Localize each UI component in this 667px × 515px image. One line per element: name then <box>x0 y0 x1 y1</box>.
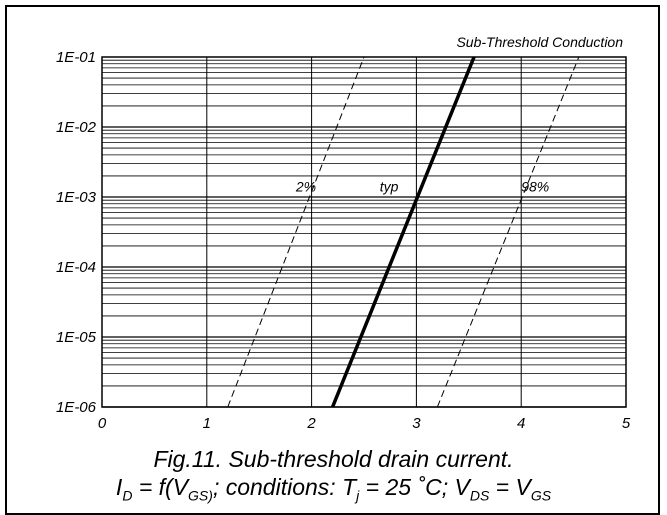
series-line-typ <box>330 56 476 408</box>
caption-part: ; conditions: T <box>212 474 357 500</box>
chart-series: 2% typ 98% <box>227 56 580 408</box>
x-tick-label: 0 <box>98 415 107 432</box>
chart: 2% typ 98% 0 1 2 3 4 5 1E-06 1E-05 1E-04 1E-03 1E-02… <box>56 34 631 432</box>
series-line-2pct <box>227 56 365 408</box>
series-label-typ: typ <box>380 178 399 194</box>
caption-sub: GS) <box>188 487 213 504</box>
series-label-98pct: 98% <box>521 178 549 194</box>
y-tick-label: 1E-03 <box>56 189 97 206</box>
y-tick-label: 1E-01 <box>56 49 96 66</box>
caption-part: = V <box>489 474 531 500</box>
x-tick-label: 1 <box>203 415 211 432</box>
x-tick-label: 2 <box>306 415 316 432</box>
chart-grid <box>101 57 627 408</box>
caption-sub: GS <box>530 487 552 504</box>
series-line-98pct <box>436 56 580 408</box>
caption-part: = f(V <box>132 474 189 500</box>
caption-part: I <box>115 474 123 500</box>
y-tick-label: 1E-06 <box>56 399 97 416</box>
x-tick-label: 4 <box>517 415 525 432</box>
chart-ticks: 0 1 2 3 4 5 1E-06 1E-05 1E-04 1E-03 1E-02 1E-01 <box>56 49 631 432</box>
caption-part: = 25 ˚C; V <box>359 474 470 500</box>
series-label-2pct: 2% <box>295 178 316 194</box>
chart-title: Sub-Threshold Conduction <box>456 34 623 50</box>
figure-caption-formula: ID = f(VGS); conditions: Tj = 25 ˚C; VDS… <box>0 474 667 504</box>
y-tick-label: 1E-02 <box>56 119 97 136</box>
caption-sub: D <box>122 487 133 504</box>
caption-sub: DS <box>469 487 490 504</box>
plot-border <box>101 56 627 408</box>
x-tick-label: 5 <box>622 415 631 432</box>
y-tick-label: 1E-04 <box>56 259 96 276</box>
y-tick-label: 1E-05 <box>56 329 97 346</box>
caption-sub: j <box>356 487 360 504</box>
figure-caption-title: Fig.11. Sub-threshold drain current. <box>153 446 514 472</box>
x-tick-label: 3 <box>412 415 421 432</box>
